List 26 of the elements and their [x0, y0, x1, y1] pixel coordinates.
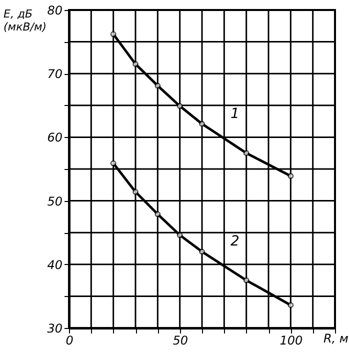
point [132, 188, 138, 195]
series-label: 2 [230, 234, 240, 250]
point [110, 31, 116, 38]
y-tick-label: 40 [47, 258, 63, 272]
y-tick-label: 60 [47, 130, 63, 145]
y-tick-label: 50 [47, 194, 63, 208]
point [288, 302, 294, 308]
point [243, 150, 250, 156]
point [132, 61, 138, 67]
point [243, 277, 250, 284]
point [199, 248, 205, 255]
x-tick-label: 50 [172, 334, 188, 348]
point [154, 82, 161, 89]
series-label: 1 [230, 106, 240, 122]
point [176, 103, 183, 109]
y-axis-title: E, дБ (мкВ/м) [4, 8, 47, 34]
y-tick-label: 70 [47, 67, 63, 82]
x-axis-title: R, м [323, 332, 348, 346]
x-tick-label: 100 [280, 334, 303, 348]
point [199, 120, 205, 127]
x-tick-label: 0 [66, 334, 74, 348]
y-tick-label: 30 [47, 322, 63, 336]
y-tick-label: 80 [47, 4, 63, 18]
point [110, 160, 116, 166]
point [154, 211, 161, 218]
point [288, 173, 294, 179]
